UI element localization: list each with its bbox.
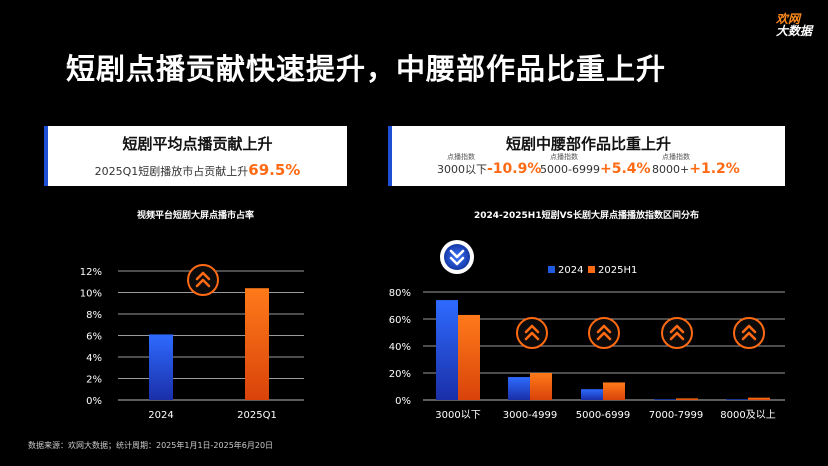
y-tick-label: 0% [86, 396, 102, 407]
left-summary-card: 短剧平均点播贡献上升 2025Q1短剧播放市占贡献上升69.5% [44, 126, 347, 186]
metric-range: 3000以下 [437, 163, 487, 176]
left-card-sub-text: 2025Q1短剧播放市占贡献上升 [94, 165, 249, 178]
logo-line2: 大数据 [776, 24, 813, 38]
metric-label: 点播指数 [447, 153, 475, 161]
y-tick-label: 10% [80, 289, 102, 300]
brand-logo: 欢网 大数据 [776, 13, 816, 45]
y-tick-label: 80% [389, 288, 411, 299]
y-tick-label: 20% [389, 369, 411, 380]
x-tick-label: 3000-4999 [503, 410, 558, 421]
x-tick-label: 2025Q1 [237, 410, 277, 421]
page-title: 短剧点播贡献快速提升，中腰部作品比重上升 [66, 52, 667, 86]
up-trend-badge [733, 317, 765, 349]
legend-swatch [588, 266, 595, 273]
metric-value: +5.4% [599, 161, 651, 177]
chevron-up-icon [524, 324, 540, 334]
up-trend-badge [516, 317, 548, 349]
y-tick-label: 12% [80, 267, 102, 278]
legend-label: 2024 [558, 265, 583, 276]
x-tick-label: 5000-6999 [576, 410, 631, 421]
logo-line1: 欢网 [776, 12, 801, 26]
chevron-down-icon [449, 249, 465, 259]
chevron-up-icon [524, 331, 540, 341]
y-tick-label: 2% [86, 375, 102, 386]
bar-2025H1-3000以下 [458, 314, 480, 400]
x-tick-label: 3000以下 [435, 410, 480, 421]
metric-label: 点播指数 [550, 153, 578, 161]
chevron-down-icon [449, 256, 465, 266]
metric-item: 点播指数 5000-6999+5.4% [540, 153, 651, 177]
metric-label: 点播指数 [662, 153, 690, 161]
y-tick-label: 8% [86, 310, 102, 321]
up-trend-badge [661, 317, 693, 349]
metric-item: 点播指数 3000以下-10.9% [437, 153, 541, 177]
left-chart-title: 视频平台短剧大屏点播市占率 [136, 211, 254, 221]
chevron-up-icon [669, 324, 685, 334]
right-card-title: 短剧中腰部作品比重上升 [505, 135, 671, 153]
up-trend-badge [588, 317, 620, 349]
y-tick-label: 60% [389, 315, 411, 326]
metric-range: 5000-6999 [540, 163, 600, 176]
metric-value: +1.2% [689, 161, 740, 177]
right-summary-card: 短剧中腰部作品比重上升 点播指数 3000以下-10.9% 点播指数 5000-… [388, 126, 785, 186]
x-tick-label: 8000及以上 [720, 409, 775, 421]
chevron-up-icon [596, 331, 612, 341]
chevron-up-icon [741, 331, 757, 341]
y-tick-label: 40% [389, 342, 411, 353]
chevron-up-icon [195, 271, 211, 281]
legend-swatch [548, 266, 555, 273]
bar-2025H1-3000-4999 [530, 373, 552, 400]
x-tick-label: 2024 [148, 410, 173, 421]
right-chart-title: 2024-2025H1短剧VS长剧大屏点播播放指数区间分布 [473, 211, 700, 221]
y-tick-label: 0% [395, 396, 411, 407]
bar-2024 [149, 334, 173, 400]
metric-item: 点播指数 8000++1.2% [652, 153, 740, 177]
bar-2025Q1 [245, 288, 269, 400]
bar-2024-7000-7999 [654, 399, 676, 400]
y-tick-label: 4% [86, 353, 102, 364]
chevron-up-icon [741, 324, 757, 334]
up-trend-badge [187, 264, 219, 296]
metric-value: -10.9% [487, 161, 542, 177]
left-card-sub-value: 69.5% [248, 161, 301, 179]
bar-2024-3000以下 [436, 300, 458, 400]
chevron-up-icon [195, 278, 211, 288]
bar-2024-3000-4999 [508, 377, 530, 400]
chevron-up-icon [669, 331, 685, 341]
left-card-subtitle: 2025Q1短剧播放市占贡献上升69.5% [48, 161, 347, 179]
bar-2025H1-8000及以上 [748, 397, 770, 400]
bar-2024-5000-6999 [581, 389, 603, 400]
bar-2024-8000及以上 [726, 399, 748, 400]
bar-2025H1-7000-7999 [676, 398, 698, 400]
y-tick-label: 6% [86, 332, 102, 343]
down-trend-badge-core [444, 244, 470, 270]
metric-range: 8000+ [652, 163, 690, 176]
bar-2025H1-5000-6999 [603, 382, 625, 400]
footer-source: 数据来源：欢网大数据；统计周期：2025年1月1日-2025年6月20日 [28, 441, 274, 450]
down-trend-badge [440, 240, 474, 274]
left-card-title: 短剧平均点播贡献上升 [122, 135, 273, 153]
legend-label: 2025H1 [598, 265, 637, 276]
x-tick-label: 7000-7999 [649, 410, 704, 421]
chevron-up-icon [596, 324, 612, 334]
